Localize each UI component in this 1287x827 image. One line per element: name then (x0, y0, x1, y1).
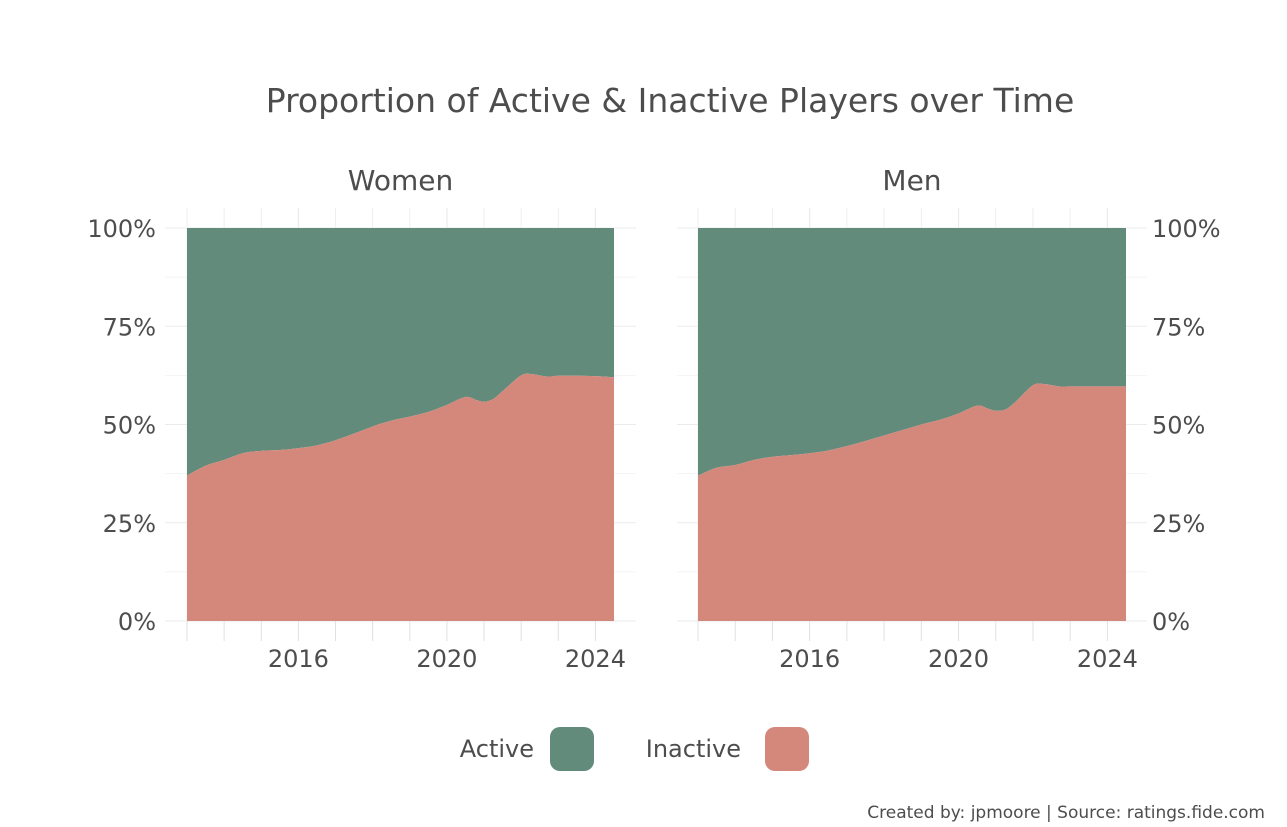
x-tick-label: 2016 (779, 645, 840, 673)
panel-title-women: Women (348, 164, 453, 197)
panel-women: Women 2016 2020 2024 0% 25% 50% 75% 100% (87, 164, 636, 673)
y-tick-label: 75% (1152, 313, 1205, 341)
y-tick-label: 0% (118, 608, 156, 636)
x-tick-label: 2020 (416, 645, 477, 673)
y-tick-label: 100% (1152, 215, 1221, 243)
x-tick-label: 2024 (1077, 645, 1138, 673)
y-tick-label: 100% (87, 215, 156, 243)
area-active-women (187, 228, 614, 476)
y-tick-label: 25% (1152, 510, 1205, 538)
chart-caption: Created by: jpmoore | Source: ratings.fi… (867, 803, 1265, 823)
x-tick-label: 2024 (565, 645, 626, 673)
y-tick-label: 50% (103, 412, 156, 440)
area-active-men (698, 228, 1126, 476)
legend: Active Inactive (460, 727, 809, 771)
legend-label-active: Active (460, 735, 534, 763)
panel-title-men: Men (882, 164, 941, 197)
x-axis-ticks (186, 621, 596, 641)
x-tick-label: 2020 (928, 645, 989, 673)
y-tick-label: 0% (1152, 608, 1190, 636)
legend-label-inactive: Inactive (646, 735, 741, 763)
x-axis-ticks (697, 621, 1108, 641)
x-tick-label: 2016 (268, 645, 329, 673)
y-tick-label: 25% (103, 510, 156, 538)
y-tick-label: 75% (103, 313, 156, 341)
area-inactive-women (187, 373, 614, 621)
legend-swatch-inactive (765, 727, 809, 771)
chart-title: Proportion of Active & Inactive Players … (266, 81, 1075, 120)
area-inactive-men (698, 383, 1126, 621)
y-tick-label: 50% (1152, 412, 1205, 440)
panel-men: Men 2016 2020 2024 0% 25% 50% 75% 100% (677, 164, 1221, 673)
legend-swatch-active (550, 727, 594, 771)
